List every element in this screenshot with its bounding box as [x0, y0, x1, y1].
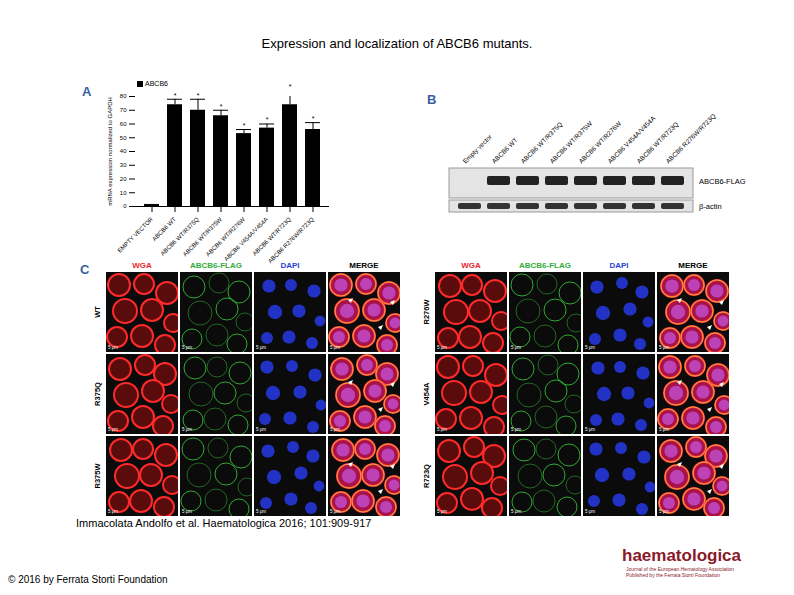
- svg-text:ABCB6-FLAG: ABCB6-FLAG: [190, 261, 242, 270]
- svg-text:5 μm: 5 μm: [585, 345, 595, 350]
- svg-text:5 μm: 5 μm: [330, 345, 340, 350]
- svg-text:*: *: [312, 115, 315, 122]
- html-text:Journal of the European Hemato: Journal of the European Hematology Assoc…: [626, 566, 735, 572]
- svg-text:20: 20: [120, 176, 127, 182]
- svg-text:5 μm: 5 μm: [330, 427, 340, 432]
- svg-text:EMPTY VECTOR: EMPTY VECTOR: [116, 216, 154, 254]
- svg-text:ABCB6 WT/R723Q: ABCB6 WT/R723Q: [635, 120, 680, 165]
- html-text:© 2016 by Ferrata Storti Found: © 2016 by Ferrata Storti Foundation: [8, 574, 168, 585]
- html-text:ABCB6: ABCB6: [145, 80, 168, 87]
- svg-text:50: 50: [120, 135, 127, 141]
- svg-text:5 μm: 5 μm: [437, 509, 447, 514]
- svg-text:5 μm: 5 μm: [256, 509, 266, 514]
- svg-text:*: *: [220, 102, 223, 109]
- html-text:C: C: [80, 262, 90, 277]
- svg-text:DAPI: DAPI: [609, 261, 628, 270]
- svg-text:*: *: [243, 122, 246, 129]
- html-text:haematologica: haematologica: [622, 546, 741, 565]
- svg-text:5 μm: 5 μm: [511, 427, 521, 432]
- svg-text:60: 60: [120, 121, 127, 127]
- svg-text:5 μm: 5 μm: [182, 345, 192, 350]
- svg-text:β-actin: β-actin: [699, 202, 722, 211]
- html-text:Immacolata Andolfo et al. Haem: Immacolata Andolfo et al. Haematologica …: [76, 517, 372, 529]
- svg-text:R276W: R276W: [422, 299, 431, 325]
- svg-text:Empty vector: Empty vector: [461, 132, 494, 165]
- svg-text:WGA: WGA: [461, 261, 481, 270]
- svg-text:ABCB6 R276W/R723Q: ABCB6 R276W/R723Q: [664, 112, 717, 165]
- svg-text:5 μm: 5 μm: [108, 427, 118, 432]
- html-text:Published by the Ferrata Stort: Published by the Ferrata Storti Foundati…: [626, 572, 720, 578]
- svg-text:ABCB6 R276W/R723Q: ABCB6 R276W/R723Q: [267, 216, 315, 264]
- svg-text:ABCB6 WT/R375Q: ABCB6 WT/R375Q: [160, 216, 201, 257]
- svg-text:5 μm: 5 μm: [108, 509, 118, 514]
- svg-text:5 μm: 5 μm: [330, 509, 340, 514]
- html-text:Expression and localization of: Expression and localization of ABCB6 mut…: [261, 36, 533, 51]
- svg-text:ABCB6 WT/R375Q: ABCB6 WT/R375Q: [519, 120, 564, 165]
- svg-text:5 μm: 5 μm: [108, 345, 118, 350]
- svg-text:MERGE: MERGE: [349, 261, 379, 270]
- svg-text:mRNA expression normalized to: mRNA expression normalized to GAPDH: [107, 97, 113, 206]
- svg-text:ABCB6 WT/R276W: ABCB6 WT/R276W: [205, 216, 246, 257]
- svg-text:ABCB6 WT/R723Q: ABCB6 WT/R723Q: [252, 216, 293, 257]
- html-text:A: A: [82, 84, 92, 99]
- svg-text:ABCB6 V454A/V454A: ABCB6 V454A/V454A: [606, 114, 657, 165]
- svg-text:ABCB6 WT/R375W: ABCB6 WT/R375W: [182, 216, 223, 257]
- svg-text:5 μm: 5 μm: [511, 345, 521, 350]
- svg-text:*: *: [197, 91, 200, 98]
- svg-text:5 μm: 5 μm: [585, 427, 595, 432]
- svg-text:R375Q: R375Q: [93, 382, 102, 406]
- svg-text:70: 70: [120, 107, 127, 113]
- svg-text:0: 0: [123, 203, 127, 209]
- svg-text:*: *: [289, 83, 292, 90]
- svg-text:WT: WT: [93, 306, 102, 318]
- svg-text:5 μm: 5 μm: [256, 427, 266, 432]
- svg-text:40: 40: [120, 148, 127, 154]
- svg-text:ABCB6 WT: ABCB6 WT: [490, 136, 518, 164]
- svg-text:5 μm: 5 μm: [182, 427, 192, 432]
- svg-text:5 μm: 5 μm: [659, 345, 669, 350]
- svg-text:ABCB6-FLAG: ABCB6-FLAG: [699, 177, 746, 186]
- svg-text:30: 30: [120, 162, 127, 168]
- svg-text:MERGE: MERGE: [678, 261, 708, 270]
- svg-text:WGA: WGA: [132, 261, 152, 270]
- svg-text:DAPI: DAPI: [280, 261, 299, 270]
- svg-text:ABCB6 WT/R375W: ABCB6 WT/R375W: [548, 119, 594, 165]
- svg-text:R375W: R375W: [93, 463, 102, 489]
- svg-text:5 μm: 5 μm: [659, 427, 669, 432]
- svg-text:5 μm: 5 μm: [659, 509, 669, 514]
- svg-text:80: 80: [120, 93, 127, 99]
- svg-text:ABCB6 V454A/V454A: ABCB6 V454A/V454A: [223, 216, 269, 262]
- svg-text:ABCB6-FLAG: ABCB6-FLAG: [519, 261, 571, 270]
- svg-text:5 μm: 5 μm: [256, 345, 266, 350]
- svg-text:5 μm: 5 μm: [511, 509, 521, 514]
- svg-text:V454A: V454A: [422, 382, 431, 406]
- svg-text:5 μm: 5 μm: [182, 509, 192, 514]
- svg-text:ABCB6 WT/R276W: ABCB6 WT/R276W: [577, 119, 623, 165]
- svg-text:5 μm: 5 μm: [437, 345, 447, 350]
- svg-text:10: 10: [120, 190, 127, 196]
- svg-text:*: *: [266, 116, 269, 123]
- svg-text:5 μm: 5 μm: [585, 509, 595, 514]
- html-text:B: B: [427, 92, 437, 107]
- svg-text:5 μm: 5 μm: [437, 427, 447, 432]
- svg-text:*: *: [174, 91, 177, 98]
- svg-text:R723Q: R723Q: [422, 464, 431, 488]
